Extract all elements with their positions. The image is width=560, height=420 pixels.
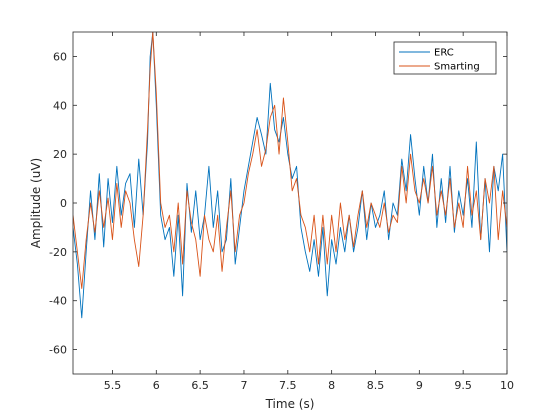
y-axis-label: Amplitude (uV) [29, 158, 43, 249]
x-tick-label: 7.5 [279, 379, 297, 392]
x-tick-label: 8 [328, 379, 335, 392]
ticks-layer: 5.5 6 6.5 7 7.5 8 8.5 9 9.5 10 -60 -40 -20 0 20 40 60 [49, 32, 514, 392]
legend-box [393, 41, 497, 75]
y-tick-label: 0 [60, 197, 67, 210]
x-tick-label: 6 [153, 379, 160, 392]
legend: ERC Smarting [393, 41, 497, 75]
y-tick-label: 60 [53, 50, 67, 63]
y-tick-label: -60 [49, 344, 67, 357]
y-tick-label: 20 [53, 148, 67, 161]
x-tick-label: 5.5 [104, 379, 122, 392]
x-tick-label: 10 [500, 379, 514, 392]
series-layer [73, 32, 507, 319]
y-tick-label: 40 [53, 99, 67, 112]
x-tick-label: 9 [416, 379, 423, 392]
x-tick-label: 8.5 [367, 379, 385, 392]
series-line-smarting [73, 32, 507, 289]
plot-area [73, 32, 507, 374]
legend-label-smarting: Smarting [434, 62, 480, 73]
legend-label-erc: ERC [434, 48, 454, 59]
y-tick-label: -20 [49, 246, 67, 259]
x-tick-label: 6.5 [191, 379, 209, 392]
x-axis-label: Time (s) [265, 397, 315, 411]
y-tick-label: -40 [49, 295, 67, 308]
x-tick-label: 9.5 [454, 379, 472, 392]
x-tick-label: 7 [240, 379, 247, 392]
